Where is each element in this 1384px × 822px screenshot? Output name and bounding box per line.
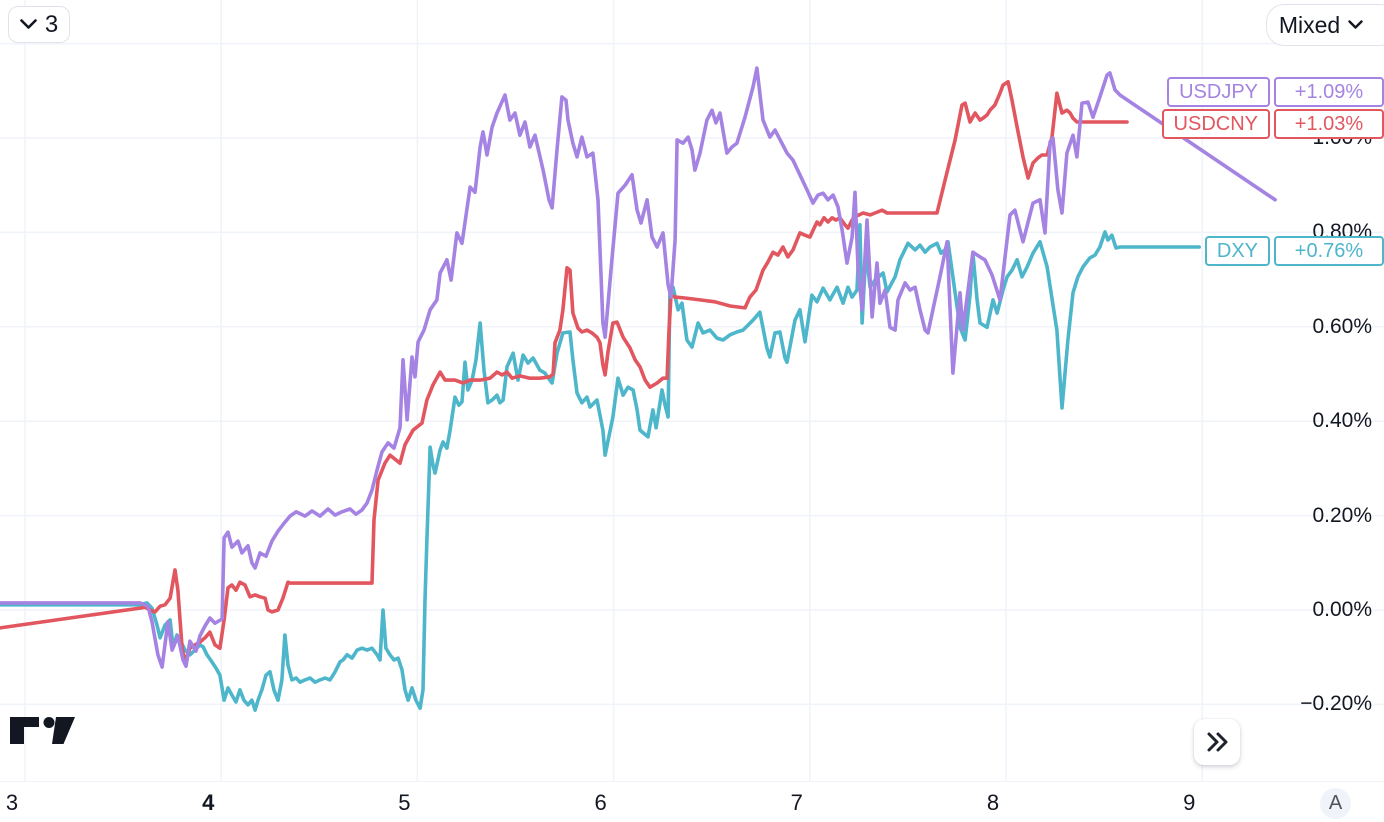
time-tick-label: 9: [1183, 790, 1196, 815]
series-change-usdjpy[interactable]: +1.09%: [1274, 76, 1384, 107]
time-tick-label: 4: [202, 790, 215, 815]
series-change-dxy[interactable]: +0.76%: [1274, 236, 1384, 267]
time-tick-label: 7: [790, 790, 803, 815]
chevron-down-icon: [1348, 20, 1363, 30]
series-symbol-usdcny[interactable]: USDCNY: [1161, 108, 1270, 139]
compare-count-label: 3: [44, 10, 59, 38]
time-tick-label: 5: [398, 790, 411, 815]
series-symbol-usdjpy[interactable]: USDJPY: [1167, 76, 1270, 107]
timezone-badge[interactable]: A: [1320, 788, 1351, 819]
time-tick-label: 6: [594, 790, 607, 815]
chart-style-dropdown[interactable]: Mixed: [1266, 4, 1384, 46]
double-chevron-right-icon: [1205, 731, 1229, 753]
series-change-usdcny[interactable]: +1.03%: [1274, 108, 1384, 139]
series-line-usdjpy[interactable]: [0, 66, 1277, 669]
price-tick-label: −0.20%: [1300, 692, 1372, 716]
series-label-dxy[interactable]: DXY +0.76%: [1204, 236, 1384, 267]
price-tick-label: 0.00%: [1312, 598, 1372, 621]
time-axis-separator: [0, 781, 1384, 782]
series-line-usdcny[interactable]: [0, 80, 1129, 664]
go-to-realtime-button[interactable]: [1194, 719, 1240, 765]
series-symbol-dxy[interactable]: DXY: [1204, 236, 1270, 267]
time-tick-label: 8: [986, 790, 1000, 815]
time-tick-label: 3: [5, 790, 19, 815]
compare-symbols-button[interactable]: 3: [8, 6, 70, 43]
series-label-usdcny[interactable]: USDCNY +1.03%: [1161, 108, 1384, 139]
chevron-down-icon: [20, 19, 37, 30]
price-tick-label: 0.60%: [1312, 314, 1372, 338]
series-label-usdjpy[interactable]: USDJPY +1.09%: [1167, 76, 1384, 107]
price-tick-label: 0.20%: [1312, 503, 1372, 527]
chart-style-label: Mixed: [1278, 11, 1341, 38]
price-tick-label: 0.40%: [1312, 409, 1372, 433]
tradingview-logo[interactable]: [10, 716, 76, 751]
